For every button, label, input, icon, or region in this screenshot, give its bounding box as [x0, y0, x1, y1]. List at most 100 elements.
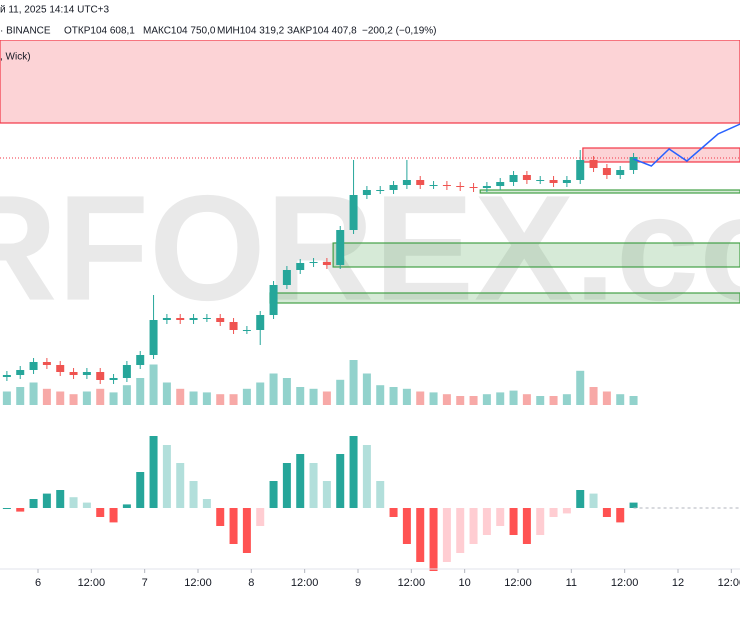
volume-bar — [616, 394, 625, 405]
oscillator-bar — [416, 508, 425, 562]
oscillator-bar — [69, 497, 78, 508]
candle-body — [82, 372, 91, 375]
candle-body — [216, 318, 225, 322]
candle-body — [29, 362, 38, 370]
candle-body — [402, 180, 411, 185]
volume-bar — [122, 385, 131, 405]
oscillator-bar — [56, 490, 65, 508]
candle-body — [242, 330, 251, 331]
oscillator-bar — [296, 454, 305, 508]
x-tick-label: 12:00 — [398, 577, 426, 589]
candle-body — [2, 375, 11, 377]
volume-bar — [416, 391, 425, 405]
x-tick-label: 7 — [142, 577, 148, 589]
oscillator-bar — [176, 463, 185, 508]
oscillator-bar — [376, 481, 385, 508]
oscillator-bar — [482, 508, 491, 535]
volume-bar — [162, 382, 171, 405]
volume-bar — [629, 396, 638, 405]
candle-body — [429, 185, 438, 186]
oscillator-bar — [389, 508, 398, 517]
zone — [332, 242, 740, 268]
zone — [582, 147, 740, 163]
candle-body — [602, 168, 611, 175]
candle-body — [576, 160, 585, 180]
x-tick-label: 12:00 — [611, 577, 639, 589]
volume-bar — [349, 360, 358, 405]
volume-bar — [336, 379, 345, 405]
volume-bar — [456, 396, 465, 405]
candle-body — [149, 320, 158, 355]
oscillator-bar — [616, 508, 625, 523]
volume-bar — [296, 387, 305, 405]
volume-bar — [389, 387, 398, 405]
candle-body — [122, 365, 131, 378]
volume-bar — [96, 388, 105, 405]
x-tick-label: 6 — [35, 577, 41, 589]
candle-body — [162, 318, 171, 320]
candle-body — [629, 157, 638, 170]
volume-bar — [362, 373, 371, 405]
oscillator-bar — [402, 508, 411, 544]
candle-body — [229, 322, 238, 330]
volume-bar — [309, 388, 318, 405]
oscillator-bar — [549, 508, 558, 517]
x-tick-label: 12:00 — [718, 577, 740, 589]
volume-bar — [136, 378, 145, 405]
oscillator-bar — [602, 508, 611, 517]
volume-bar — [69, 394, 78, 405]
candle-body — [536, 180, 545, 181]
zone — [479, 189, 740, 194]
x-tick-label: 12 — [672, 577, 684, 589]
candle-body — [16, 370, 25, 375]
oscillator-bar — [576, 490, 585, 508]
oscillator-bar — [562, 508, 571, 514]
oscillator-bar — [16, 508, 25, 512]
volume-bar — [509, 390, 518, 405]
oscillator-bar — [269, 481, 278, 508]
volume-bar — [562, 394, 571, 405]
candle-body — [176, 318, 185, 320]
x-tick-label: 11 — [566, 577, 577, 589]
x-axis: 6 12:00 7 12:00 8 12:00 9 12:00 10 12:00 11 12:00 12… — [35, 569, 740, 589]
oscillator-bar — [42, 493, 51, 508]
volume-bar — [176, 388, 185, 405]
candle-body — [549, 180, 558, 183]
zones — [0, 40, 740, 304]
candle-body — [269, 285, 278, 315]
candle-body — [589, 160, 598, 168]
volume-bar — [442, 394, 451, 405]
oscillator-bar — [536, 508, 545, 535]
volume-bar — [2, 391, 11, 405]
oscillator-bar — [96, 508, 105, 517]
volume-bar — [522, 394, 531, 405]
zone — [0, 40, 740, 124]
candle-body — [42, 362, 51, 365]
oscillator-bar — [522, 508, 531, 544]
candle-body — [509, 175, 518, 182]
candle-body — [562, 180, 571, 183]
oscillator-bar — [189, 481, 198, 508]
volume-bar — [589, 387, 598, 405]
volume-bar — [482, 394, 491, 405]
oscillator-bar — [429, 508, 438, 571]
oscillator-bar — [509, 508, 518, 535]
oscillator-bar — [309, 463, 318, 508]
candle-body — [96, 372, 105, 380]
volume-bar — [602, 391, 611, 405]
volume-bar — [496, 392, 505, 405]
candle-body — [482, 186, 491, 188]
oscillator-bar — [496, 508, 505, 526]
x-tick-label: 10 — [459, 577, 471, 589]
candle-body — [442, 185, 451, 186]
candle-body — [322, 262, 331, 265]
oscillator-bar — [229, 508, 238, 544]
volume-bar — [376, 385, 385, 405]
oscillator-bar — [109, 508, 118, 523]
candle-body — [389, 185, 398, 190]
candle-body — [189, 318, 198, 320]
volume-bar — [149, 364, 158, 405]
oscillator-bar — [589, 493, 598, 508]
oscillator-bar — [322, 481, 331, 508]
candle-body — [69, 372, 78, 375]
